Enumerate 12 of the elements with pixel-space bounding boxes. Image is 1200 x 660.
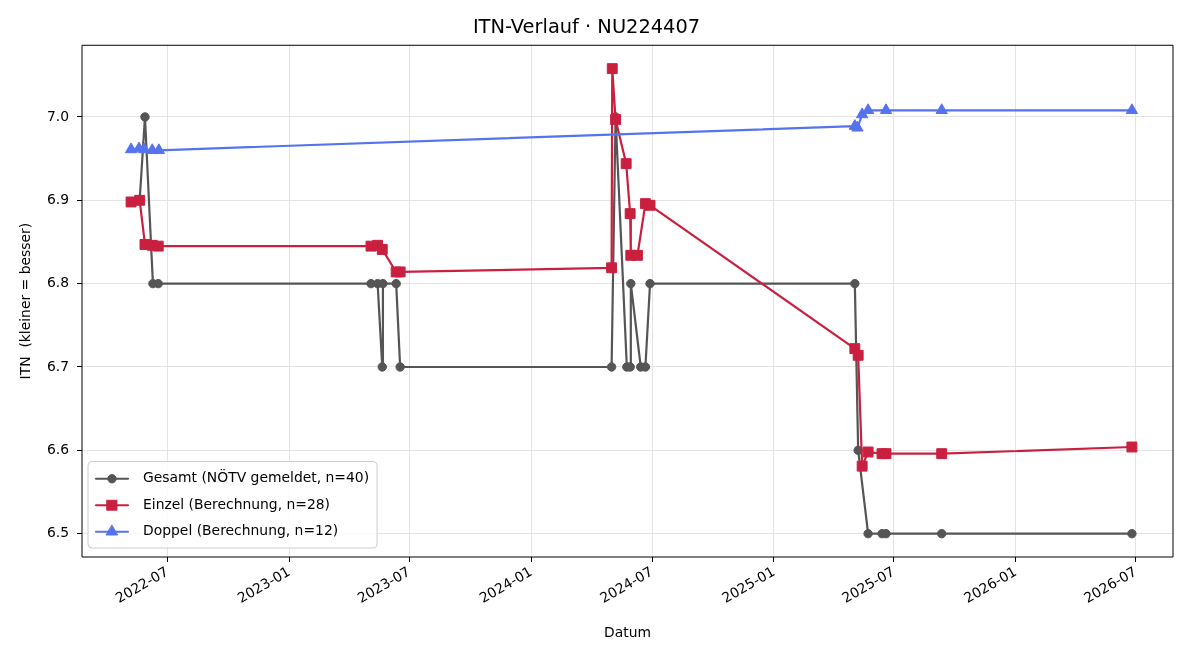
legend-label: Gesamt (NÖTV gemeldet, n=40) [143, 468, 370, 486]
y-tick-label: 7.0 [46, 107, 69, 124]
y-tick-label: 6.9 [46, 190, 69, 207]
y-tick-label: 6.8 [46, 274, 69, 291]
y-tick-label: 6.5 [46, 524, 69, 541]
y-tick-label: 6.6 [46, 440, 69, 457]
y-tick-label: 6.7 [46, 357, 69, 374]
x-axis-title: Datum [604, 624, 651, 641]
legend-label: Doppel (Berechnung, n=12) [143, 522, 339, 539]
y-axis-title: ITN (kleiner = besser) [16, 222, 33, 380]
legend-label: Einzel (Berechnung, n=28) [143, 495, 331, 512]
chart-title: ITN-Verlauf · NU224407 [472, 14, 701, 38]
